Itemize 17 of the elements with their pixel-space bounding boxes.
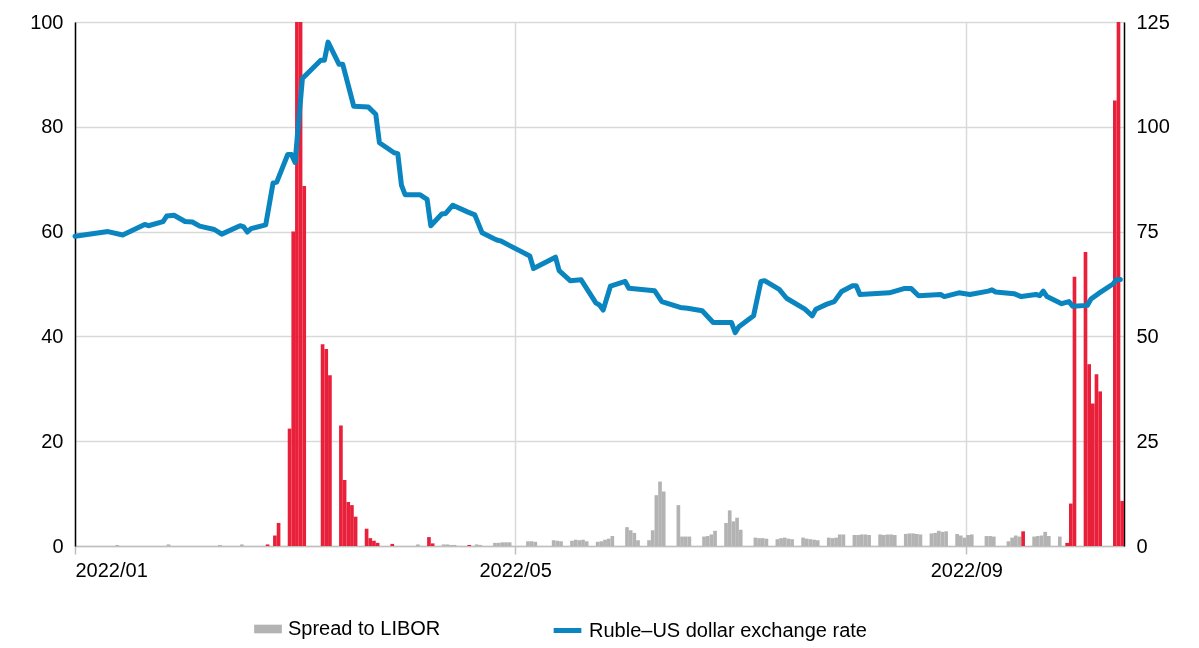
x-tick-label: 2022/09 [930,558,1003,581]
y-tick-label: 100 [30,10,64,33]
x-tick-label: 2022/01 [75,558,148,581]
legend-label: Spread to LIBOR [288,617,441,639]
legend-label: Ruble–US dollar exchange rate [589,618,867,641]
y2-tick-label: 25 [1136,429,1159,452]
y-tick-label: 20 [41,429,64,452]
y2-tick-label: 75 [1136,220,1159,243]
y-tick-label: 40 [41,324,64,347]
y2-tick-label: 50 [1136,324,1159,347]
y-tick-label: 80 [41,115,64,138]
y2-tick-label: 0 [1136,534,1148,557]
y-tick-label: 0 [52,534,64,557]
y2-tick-label: 125 [1136,10,1170,33]
y2-tick-label: 100 [1136,115,1170,138]
x-tick-label: 2022/05 [479,558,552,581]
y-tick-label: 60 [41,220,64,243]
